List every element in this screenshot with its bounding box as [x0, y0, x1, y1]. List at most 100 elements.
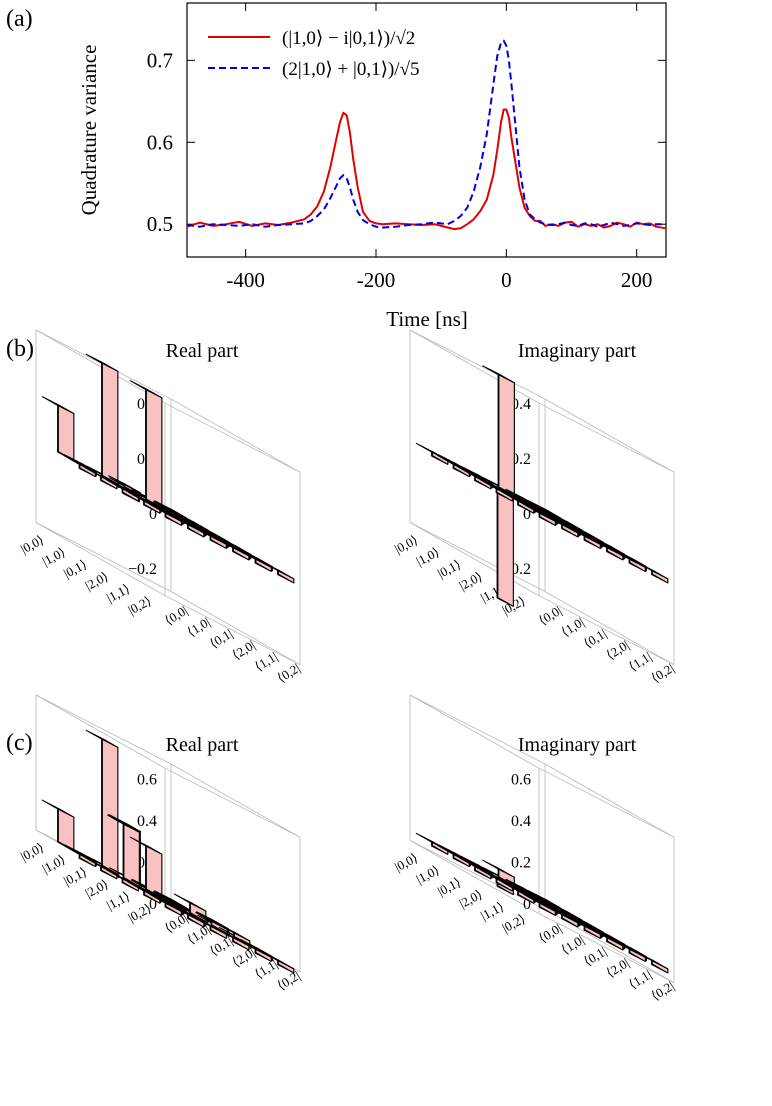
- row-label: |0,1⟩: [61, 864, 89, 888]
- bar-side-right: [123, 823, 140, 887]
- bar-top: [129, 836, 163, 855]
- row-label: |2,0⟩: [457, 887, 485, 911]
- bar: [216, 538, 250, 561]
- row-label: |0,0⟩: [392, 532, 420, 556]
- box-edge: [164, 595, 301, 666]
- row-label: |0,2⟩: [126, 593, 154, 617]
- row-label: |0,1⟩: [435, 874, 463, 898]
- bar-top: [41, 799, 75, 818]
- line-chart-frame: [186, 2, 667, 258]
- bar-top: [41, 396, 75, 415]
- bar: [41, 799, 75, 851]
- bar-top: [217, 923, 251, 942]
- bar-top: [107, 814, 140, 833]
- bar: [458, 467, 492, 490]
- bar3d-title-c-real: Real part: [166, 734, 239, 756]
- bar: [590, 538, 624, 561]
- x-tick-label: -200: [357, 268, 396, 292]
- box-edge: [409, 329, 540, 404]
- z-tick-label: −0.2: [128, 561, 157, 578]
- box-edge: [409, 840, 540, 914]
- bar: [568, 916, 601, 939]
- bar: [261, 951, 295, 974]
- z-tick-label: 0.4: [137, 813, 157, 830]
- bar-side-right: [101, 738, 119, 875]
- row-label: |0,0⟩: [18, 840, 46, 864]
- row-label: |0,1⟩: [435, 556, 463, 580]
- series-line-2: [186, 39, 666, 229]
- bar-top: [85, 353, 119, 372]
- bar-side-right: [497, 487, 514, 607]
- bar: [523, 503, 556, 526]
- row-label: |2,0⟩: [457, 569, 485, 593]
- z-tick-label: 0.4: [511, 396, 531, 413]
- bar-top: [261, 561, 295, 580]
- bar: [545, 515, 579, 538]
- line-chart: -400 -200 0 200 0.5 0.6 0.7 (|1,0⟩ − i|0,1⟩)/√…: [77, 2, 667, 331]
- x-tick-label: 200: [621, 268, 653, 292]
- bar: [149, 503, 182, 526]
- box-edge: [35, 329, 166, 404]
- box-edge: [170, 591, 301, 666]
- box-edge: [538, 595, 675, 666]
- box-edge: [35, 522, 166, 597]
- box-edge: [35, 694, 166, 769]
- bar3d-chart-c-imag: 0.6 0.4 0.2 0 |0,0⟩|1,0⟩|0,1⟩|2,0⟩|1,1⟩|0,2⟩…: [392, 694, 677, 1003]
- box-edge: [409, 694, 546, 765]
- box-edge: [409, 329, 546, 400]
- box-edge: [409, 522, 540, 597]
- line-chart-ticks: -400 -200 0 200 0.5 0.6 0.7: [147, 3, 666, 292]
- row-label: |1,0⟩: [40, 852, 68, 876]
- bar: [635, 561, 669, 584]
- bar-top: [261, 951, 295, 970]
- z-tick-label: 0: [149, 896, 157, 913]
- bar: [261, 561, 295, 584]
- bar: [545, 905, 579, 928]
- row-label: |1,1⟩: [104, 888, 132, 912]
- row-label: |1,1⟩: [104, 581, 132, 605]
- z-tick-label: 0.6: [511, 772, 531, 789]
- line-chart-series: [186, 39, 667, 231]
- row-label: |0,2⟩: [500, 911, 528, 935]
- z-tick-label: 0.2: [511, 855, 531, 872]
- bar-side-right: [57, 404, 75, 461]
- bar: [129, 836, 163, 899]
- y-tick-label: 0.6: [147, 130, 173, 154]
- bar3d-title-b-real: Real part: [166, 340, 239, 362]
- row-label: |2,0⟩: [83, 569, 111, 593]
- bar-top: [635, 561, 669, 580]
- bar: [613, 549, 646, 572]
- bar: [149, 893, 182, 916]
- bar: [85, 729, 119, 875]
- series-line-1: [186, 108, 667, 231]
- bar-top: [108, 814, 141, 833]
- panel-label-c: (c): [6, 730, 33, 756]
- box-edge: [544, 763, 675, 838]
- box-edge: [538, 402, 675, 473]
- bar: [63, 845, 96, 868]
- box-edge: [170, 763, 301, 838]
- box-edge: [544, 591, 675, 666]
- bar: [568, 526, 601, 549]
- bar: [194, 916, 227, 939]
- box-edge: [544, 398, 675, 473]
- bar3d-chart-c-real: 0.60.40.20|0,0⟩|1,0⟩|0,1⟩|2,0⟩|1,1⟩|0,2⟩…: [18, 694, 303, 993]
- bar: [216, 928, 250, 951]
- box-edge: [164, 402, 301, 473]
- z-tick-label: 0: [523, 506, 531, 523]
- row-label: |1,1⟩: [478, 899, 506, 923]
- y-axis-label: Quadrature variance: [77, 45, 101, 216]
- bar: [239, 549, 272, 572]
- row-label: |1,0⟩: [40, 544, 68, 568]
- bar-top: [108, 475, 141, 494]
- bar-top: [173, 893, 207, 912]
- box-edge: [538, 767, 675, 838]
- bar3d-title-b-imag: Imaginary part: [518, 340, 637, 362]
- bar-top: [85, 729, 119, 748]
- bar: [171, 905, 205, 928]
- legend-label-series-1: (|1,0⟩ − i|0,1⟩)/√2: [282, 28, 415, 49]
- box-edge: [170, 398, 301, 473]
- y-tick-label: 0.5: [147, 212, 173, 236]
- row-label: |1,0⟩: [414, 544, 442, 568]
